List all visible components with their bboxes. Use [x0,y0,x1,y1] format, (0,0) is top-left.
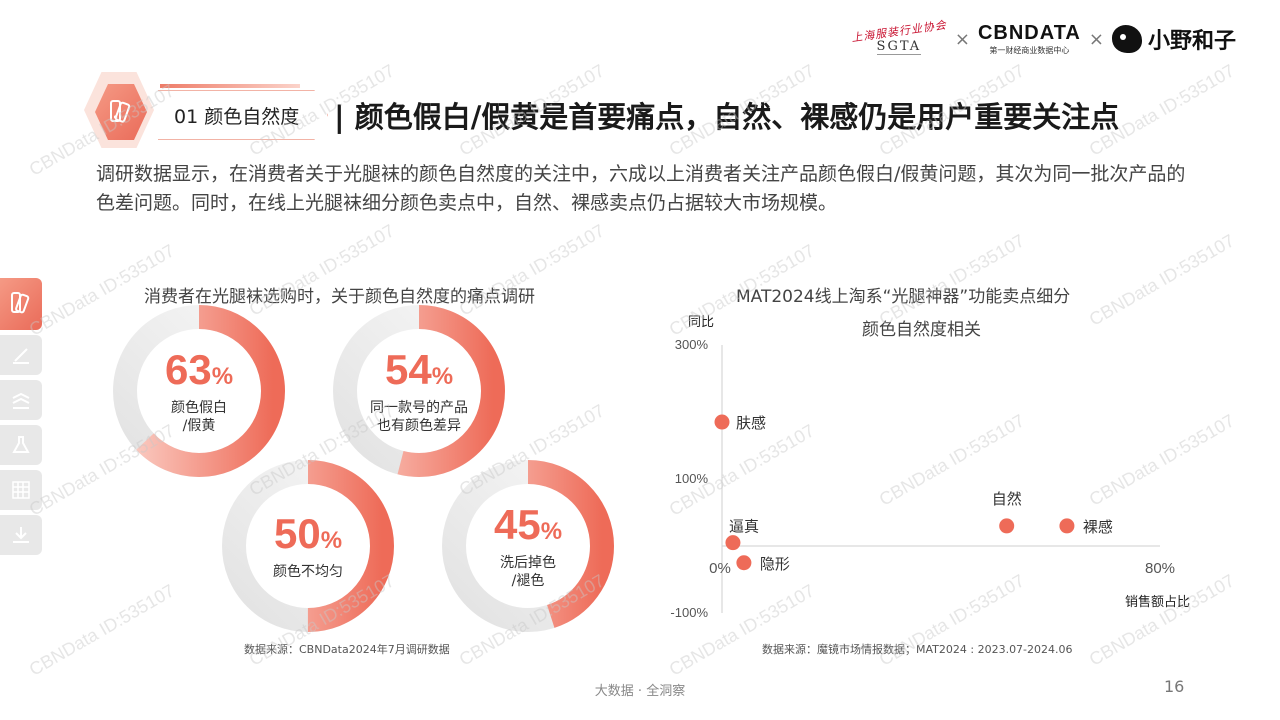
scatter-point-label: 裸感 [1083,518,1113,536]
y-tick-label: 100% [675,471,709,486]
brand-logo-icon [1111,25,1142,53]
sgta-logo: 上海服装行业协会 SGTA [851,18,947,55]
donut-arc [333,305,505,477]
donut-arc [442,460,614,632]
left-source-note: 数据来源：CBNData2024年7月调研数据 [244,643,450,656]
donut-value: 63% [164,345,234,393]
donut-hole [138,330,260,452]
intro-paragraph: 调研数据显示，在消费者关于光腿袜的颜色自然度的关注中，六成以上消费者关注产品颜色… [96,163,1186,214]
donut-value: 45% [493,500,563,548]
y-axis-label: 同比 [688,315,714,330]
cbndata-logo-text: CBNDATA [977,22,1081,44]
watermark-text: CBNData ID:535107 [25,580,178,680]
x-tick-label: 80% [1145,560,1175,577]
section-tab-accent [160,84,300,88]
donut-arc [222,460,394,632]
scatter-point-label: 肤感 [736,414,766,432]
left-chart-title: 消费者在光腿袜选购时，关于颜色自然度的痛点调研 [144,287,535,307]
donut-chart-svg [333,305,505,477]
logo-separator: × [1088,28,1104,50]
donut-chart-svg [113,305,285,477]
brand-logo-text: 小野和子 [1147,29,1236,54]
side-nav-palette-icon[interactable] [0,278,42,330]
side-nav-download-icon[interactable] [0,515,42,555]
side-nav-flask-icon[interactable] [0,425,42,465]
donut-arc [113,305,285,477]
side-nav [0,278,44,560]
donut-hole [467,485,589,607]
x-axis-label: 销售额占比 [1125,594,1190,610]
cbndata-logo-subtext: 第一财经商业数据中心 [989,46,1070,55]
partner-logos: 上海服装行业协会 SGTA × CBNDATA 第一财经商业数据中心 × 小野和… [851,18,1236,56]
donut-chart: 50% 颜色不均匀 [222,460,394,632]
section-label: 01 颜色自然度 [158,90,328,140]
side-nav-layers-icon[interactable] [0,380,42,420]
side-nav-brush-icon[interactable] [0,335,42,375]
donut-label: 同一款号的产品 也有颜色差异 [370,399,468,434]
donut-chart: 54% 同一款号的产品 也有颜色差异 [333,305,505,477]
footer-tagline: 大数据 · 全洞察 [594,684,686,699]
scatter-point [736,555,752,571]
donut-label: 洗后掉色 /褪色 [500,554,556,589]
scatter-point-label: 逼真 [729,518,759,536]
brand-logo: 小野和子 [1111,23,1236,55]
donut-label: 颜色假白 /假黄 [171,399,227,434]
right-source-note: 数据来源：魔镜市场情报数据；MAT2024 : 2023.07-2024.06 [762,643,1073,656]
scatter-point [725,535,741,551]
y-tick-label: -100% [670,605,708,620]
donut-value: 50% [273,509,343,557]
scatter-point [714,414,730,430]
right-chart-title: MAT2024线上淘系“光腿神器”功能卖点细分 [736,287,1071,307]
scatter-point-label: 隐形 [760,555,790,573]
x-tick-label: 0% [709,560,731,577]
sgta-mark-text: SGTA [876,39,922,55]
donut-chart: 63% 颜色假白 /假黄 [113,305,285,477]
scatter-point-label: 自然 [992,490,1022,508]
right-chart-subtitle: 颜色自然度相关 [862,320,981,340]
donut-chart-svg [222,460,394,632]
page-number: 16 [1164,677,1185,696]
donut-hole [247,485,369,607]
donut-chart: 45% 洗后掉色 /褪色 [442,460,614,632]
donut-label: 颜色不均匀 [273,563,343,580]
donut-hole [358,330,480,452]
scatter-point [1059,518,1075,534]
y-tick-label: 300% [675,337,709,352]
page-title: | 颜色假白/假黄是首要痛点，自然、裸感仍是用户重要关注点 [334,100,1120,134]
cbndata-logo: CBNDATA 第一财经商业数据中心 [978,22,1081,56]
logo-separator: × [954,28,970,50]
scatter-point [999,518,1015,534]
donut-value: 54% [384,345,454,393]
side-nav-grid-icon[interactable] [0,470,42,510]
donut-chart-svg [442,460,614,632]
